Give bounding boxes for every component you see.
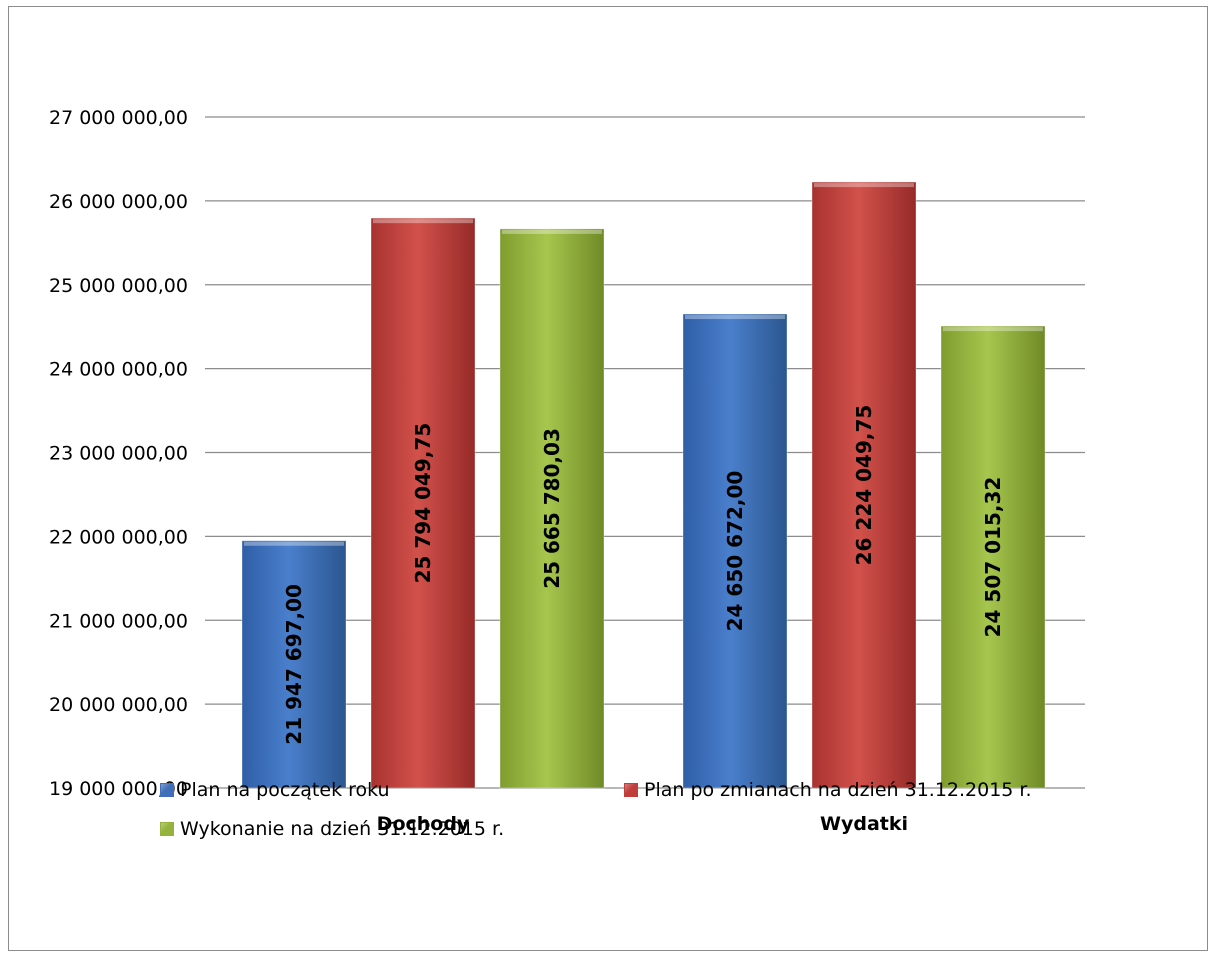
x-category-label: Dochody bbox=[377, 813, 470, 835]
legend-item: Wykonanie na dzień 31.12.2015 r. bbox=[160, 818, 504, 840]
data-label: 21 947 697,00 bbox=[282, 584, 306, 745]
x-category-label: Wydatki bbox=[820, 813, 908, 835]
legend-swatch bbox=[160, 783, 174, 797]
bar bbox=[499, 228, 605, 789]
bar-highlight bbox=[814, 183, 914, 188]
bar bbox=[241, 540, 347, 789]
data-label: 26 224 049,75 bbox=[852, 405, 876, 566]
bar bbox=[370, 217, 476, 789]
bar-highlight bbox=[502, 229, 602, 234]
bar-highlight bbox=[943, 327, 1043, 332]
legend-item: Plan na początek roku bbox=[160, 779, 390, 801]
legend-label: Plan na początek roku bbox=[180, 779, 390, 801]
bars bbox=[241, 181, 1046, 789]
y-tick-label: 23 000 000,00 bbox=[49, 443, 188, 465]
bar bbox=[811, 181, 917, 789]
y-axis-tick-labels: 19 000 000,00 20 000 000,00 21 000 000,00 2… bbox=[49, 107, 188, 800]
legend-label: Wykonanie na dzień 31.12.2015 r. bbox=[180, 818, 505, 840]
bar-highlight bbox=[373, 219, 473, 224]
bar bbox=[940, 325, 1046, 789]
data-label: 25 794 049,75 bbox=[411, 423, 435, 584]
data-label: 24 507 015,32 bbox=[981, 477, 1005, 638]
x-axis-category-labels: Dochody Wydatki bbox=[377, 813, 908, 835]
legend-swatch bbox=[624, 783, 638, 797]
gridlines bbox=[205, 116, 1085, 789]
y-tick-label: 22 000 000,00 bbox=[49, 526, 188, 548]
y-tick-label: 21 000 000,00 bbox=[49, 610, 188, 632]
bar-highlight bbox=[244, 541, 344, 546]
data-labels: 21 947 697,00 25 794 049,75 25 665 780,03 2… bbox=[282, 405, 1005, 745]
y-tick-label: 20 000 000,00 bbox=[49, 694, 188, 716]
y-tick-label: 27 000 000,00 bbox=[49, 107, 188, 129]
bar-highlight bbox=[685, 315, 785, 320]
y-tick-label: 26 000 000,00 bbox=[49, 191, 188, 213]
data-label: 24 650 672,00 bbox=[723, 471, 747, 632]
bar bbox=[682, 313, 788, 789]
legend-item: Plan po zmianach na dzień 31.12.2015 r. bbox=[624, 779, 1032, 801]
y-tick-label: 25 000 000,00 bbox=[49, 275, 188, 297]
y-tick-label: 19 000 000,00 bbox=[49, 778, 188, 800]
legend-label: Plan po zmianach na dzień 31.12.2015 r. bbox=[644, 779, 1032, 801]
data-label: 25 665 780,03 bbox=[540, 428, 564, 589]
legend-swatch bbox=[160, 822, 174, 836]
y-tick-label: 24 000 000,00 bbox=[49, 359, 188, 381]
